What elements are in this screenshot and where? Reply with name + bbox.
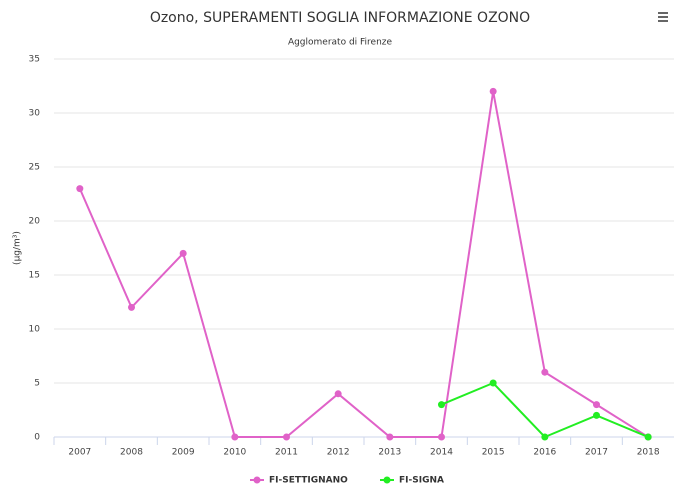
data-point (541, 433, 549, 441)
x-tick-label: 2008 (120, 448, 143, 458)
x-tick-label: 2010 (223, 448, 246, 458)
data-point (128, 303, 135, 311)
y-tick-label: 25 (29, 163, 40, 173)
series-line (441, 381, 649, 439)
y-tick-label: 0 (34, 433, 40, 443)
data-point (593, 411, 600, 419)
series-line (78, 91, 649, 438)
data-point (644, 433, 652, 441)
data-point (438, 401, 445, 409)
data-point (541, 368, 549, 376)
chart-subtitle: Agglomerato di Firenze (288, 38, 393, 48)
y-tick-label: 10 (29, 325, 41, 335)
legend-item[interactable]: FI-SIGNA (380, 476, 444, 486)
data-point (283, 433, 290, 441)
legend-item[interactable]: FI-SETTIGNANO (250, 476, 348, 486)
legend-label: FI-SIGNA (399, 476, 444, 486)
legend-label: FI-SETTIGNANO (269, 476, 348, 486)
y-tick-label: 35 (29, 55, 40, 65)
data-point (438, 433, 445, 441)
data-point (489, 379, 497, 387)
x-tick-label: 2018 (637, 448, 660, 458)
data-point (231, 433, 239, 441)
menu-button[interactable] (658, 12, 668, 22)
x-tick-label: 2011 (275, 448, 298, 458)
legend-swatch-point (383, 476, 391, 484)
y-tick-label: 15 (29, 271, 40, 281)
data-point (489, 87, 497, 95)
x-tick-label: 2017 (585, 448, 608, 458)
data-point (76, 185, 84, 193)
data-point (334, 390, 342, 398)
y-tick-label: 30 (29, 109, 41, 119)
legend-swatch-point (253, 476, 261, 484)
data-point (386, 433, 394, 441)
menu-bar (658, 20, 668, 22)
chart-title: Ozono, SUPERAMENTI SOGLIA INFORMAZIONE O… (150, 10, 530, 26)
x-tick-label: 2014 (430, 448, 453, 458)
x-tick-label: 2013 (378, 448, 401, 458)
menu-bar (658, 12, 668, 14)
y-tick-label: 5 (34, 379, 40, 389)
y-axis-label: (µg/m³) (13, 231, 23, 265)
x-tick-label: 2016 (533, 448, 556, 458)
data-point (593, 401, 600, 409)
x-tick-label: 2009 (172, 448, 195, 458)
menu-bar (658, 16, 668, 18)
x-tick-label: 2007 (68, 448, 91, 458)
x-tick-label: 2015 (482, 448, 505, 458)
x-tick-label: 2012 (327, 448, 350, 458)
data-point (179, 249, 187, 257)
y-tick-label: 20 (29, 217, 41, 227)
